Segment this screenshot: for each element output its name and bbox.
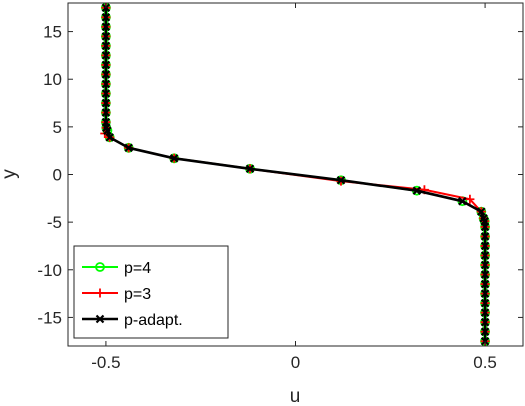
data-point-2-19: [336, 175, 346, 185]
legend-label-1: p=3: [124, 286, 151, 303]
data-point-2-29: [480, 260, 490, 270]
data-point-2-15: [105, 133, 114, 142]
y-tick-label-5: -10: [37, 261, 62, 280]
data-point-2-9: [101, 89, 111, 98]
legend: p=4 p=3 p-adapt.: [73, 245, 229, 339]
legend-marker-2: [95, 314, 105, 324]
y-tick-label-0: 15: [43, 23, 62, 42]
legend-label-0: p=4: [124, 260, 151, 277]
y-tick-label-6: -15: [37, 308, 62, 327]
data-point-2-11: [101, 108, 111, 117]
series-2: [101, 3, 490, 346]
data-point-2-22: [477, 207, 486, 216]
data-point-2-27: [480, 241, 490, 251]
legend-entry-0: p=4: [82, 260, 151, 277]
axes-layer: -0.5 0 0.5 15 10 5 0 -5 -10 -15: [37, 2, 524, 372]
y-tick-label-2: 5: [53, 118, 62, 137]
data-point-2-1: [101, 13, 111, 22]
data-point-2-32: [480, 289, 490, 298]
data-point-2-36: [480, 327, 490, 336]
data-point-2-26: [480, 232, 490, 241]
data-point-2-18: [245, 164, 255, 174]
data-point-2-2: [101, 22, 111, 32]
data-point-2-20: [412, 186, 422, 195]
data-point-2-3: [101, 32, 111, 41]
data-point-2-34: [480, 308, 490, 317]
data-point-2-6: [101, 60, 111, 70]
x-tick-label-0: -0.5: [91, 353, 120, 372]
data-point-2-25: [480, 222, 490, 232]
data-point-2-4: [101, 41, 111, 51]
data-point-2-14: [103, 126, 112, 135]
data-point-2-10: [101, 98, 111, 108]
data-point-2-17: [169, 154, 179, 163]
data-point-2-31: [480, 279, 490, 289]
legend-entry-2: p-adapt.: [82, 312, 183, 329]
legend-marker-1: [95, 288, 105, 298]
data-point-2-33: [480, 298, 490, 308]
y-tick-label-1: 10: [43, 70, 62, 89]
y-axis-label: y: [0, 169, 20, 179]
data-point-2-16: [124, 143, 133, 153]
data-point-1-21: [465, 194, 475, 204]
data-point-2-30: [480, 270, 490, 279]
data-point-2-8: [101, 79, 111, 89]
data-point-2-5: [101, 51, 111, 60]
data-point-2-28: [480, 251, 490, 260]
data-point-2-7: [101, 70, 111, 79]
legend-entry-1: p=3: [82, 286, 151, 303]
legend-marker-0: [95, 262, 105, 272]
x-tick-label-2: 0.5: [473, 353, 497, 372]
y-tick-label-4: -5: [47, 213, 62, 232]
series-line-2: [104, 7, 487, 342]
data-point-2-35: [480, 317, 490, 327]
data-point-2-21: [458, 196, 467, 206]
x-axis-label: u: [290, 386, 301, 406]
legend-label-2: p-adapt.: [124, 312, 183, 329]
series-layer: [100, 3, 490, 346]
y-tick-label-3: 0: [53, 166, 62, 185]
x-tick-label-1: 0: [291, 353, 300, 372]
